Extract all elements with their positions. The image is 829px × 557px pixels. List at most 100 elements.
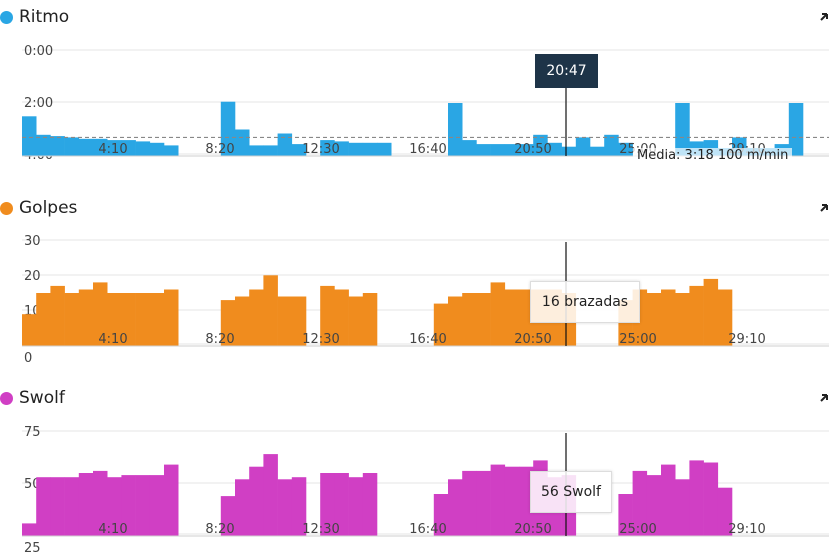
bar[interactable] (249, 466, 264, 536)
bar[interactable] (320, 473, 335, 536)
bar[interactable] (64, 477, 80, 536)
bar[interactable] (504, 144, 520, 156)
expand-icon[interactable] (819, 201, 829, 215)
bar[interactable] (377, 142, 392, 157)
bar[interactable] (448, 103, 463, 156)
bar[interactable] (78, 473, 94, 536)
bar[interactable] (519, 289, 534, 347)
bar[interactable] (64, 137, 80, 156)
bar[interactable] (646, 293, 662, 346)
bar[interactable] (348, 477, 364, 536)
bar[interactable] (490, 282, 506, 346)
bar[interactable] (121, 140, 136, 156)
bar[interactable] (22, 523, 37, 536)
expand-icon[interactable] (819, 10, 829, 24)
expand-icon[interactable] (819, 391, 829, 405)
bar[interactable] (220, 300, 236, 346)
bar[interactable] (50, 136, 65, 156)
bar[interactable] (263, 454, 278, 536)
bar[interactable] (462, 140, 477, 156)
bar[interactable] (107, 477, 122, 536)
bar[interactable] (164, 145, 179, 156)
bar[interactable] (618, 142, 633, 157)
bar[interactable] (490, 144, 506, 156)
bar[interactable] (533, 134, 548, 156)
bar[interactable] (334, 473, 349, 536)
bar[interactable] (149, 142, 165, 157)
bar[interactable] (277, 133, 293, 157)
bar[interactable] (22, 116, 37, 157)
bar[interactable] (703, 462, 719, 537)
bar[interactable] (504, 289, 520, 347)
bar[interactable] (675, 103, 690, 156)
bar[interactable] (504, 466, 520, 536)
bar[interactable] (164, 464, 179, 536)
bar[interactable] (476, 293, 491, 346)
bar[interactable] (135, 293, 151, 346)
bar[interactable] (320, 285, 335, 346)
bar[interactable] (476, 470, 491, 536)
bar[interactable] (93, 138, 108, 156)
bar[interactable] (22, 314, 37, 346)
bar[interactable] (36, 134, 51, 156)
bar[interactable] (675, 293, 690, 346)
bar[interactable] (703, 278, 719, 346)
bar[interactable] (249, 289, 264, 347)
bar[interactable] (291, 296, 307, 347)
bar[interactable] (249, 145, 264, 156)
bar[interactable] (448, 479, 463, 536)
bar[interactable] (448, 296, 463, 347)
bar[interactable] (362, 473, 378, 536)
bar[interactable] (277, 479, 293, 536)
bar[interactable] (93, 282, 108, 346)
bar[interactable] (689, 460, 704, 536)
bar[interactable] (689, 285, 704, 346)
bar[interactable] (717, 289, 733, 347)
bar[interactable] (277, 296, 293, 347)
bar[interactable] (476, 144, 491, 156)
bar[interactable] (462, 470, 477, 536)
bar[interactable] (604, 134, 619, 156)
bar[interactable] (64, 293, 80, 346)
bar[interactable] (575, 137, 591, 156)
bar[interactable] (618, 494, 633, 536)
bar[interactable] (433, 303, 449, 346)
bar[interactable] (93, 470, 108, 536)
bar[interactable] (291, 477, 307, 536)
bar[interactable] (462, 293, 477, 346)
bar[interactable] (135, 141, 151, 156)
bar[interactable] (121, 293, 136, 346)
bar[interactable] (263, 145, 278, 156)
bar[interactable] (362, 293, 378, 346)
bar[interactable] (561, 146, 577, 156)
bar[interactable] (675, 479, 690, 536)
bar[interactable] (519, 466, 534, 536)
bar[interactable] (78, 289, 94, 347)
bar[interactable] (519, 144, 534, 156)
bar[interactable] (121, 475, 136, 536)
bar[interactable] (235, 129, 250, 157)
bar[interactable] (50, 285, 65, 346)
bar[interactable] (661, 464, 676, 536)
bar[interactable] (235, 296, 250, 347)
bar[interactable] (334, 289, 349, 347)
bar[interactable] (263, 275, 278, 346)
bar[interactable] (348, 296, 364, 347)
bar[interactable] (36, 293, 51, 346)
bar[interactable] (788, 103, 804, 156)
bar[interactable] (547, 142, 562, 157)
bar[interactable] (717, 487, 733, 536)
bar[interactable] (348, 142, 364, 157)
bar[interactable] (632, 470, 648, 536)
bar[interactable] (661, 289, 676, 347)
bar[interactable] (490, 464, 506, 536)
bar[interactable] (164, 289, 179, 347)
bar[interactable] (220, 496, 236, 536)
bar[interactable] (50, 477, 65, 536)
chart-ritmo[interactable]: 0:002:004:004:108:2012:3016:4020:5025:00… (0, 40, 829, 163)
bar[interactable] (291, 144, 307, 156)
bar[interactable] (646, 475, 662, 536)
bar[interactable] (107, 293, 122, 346)
bar[interactable] (107, 140, 122, 156)
